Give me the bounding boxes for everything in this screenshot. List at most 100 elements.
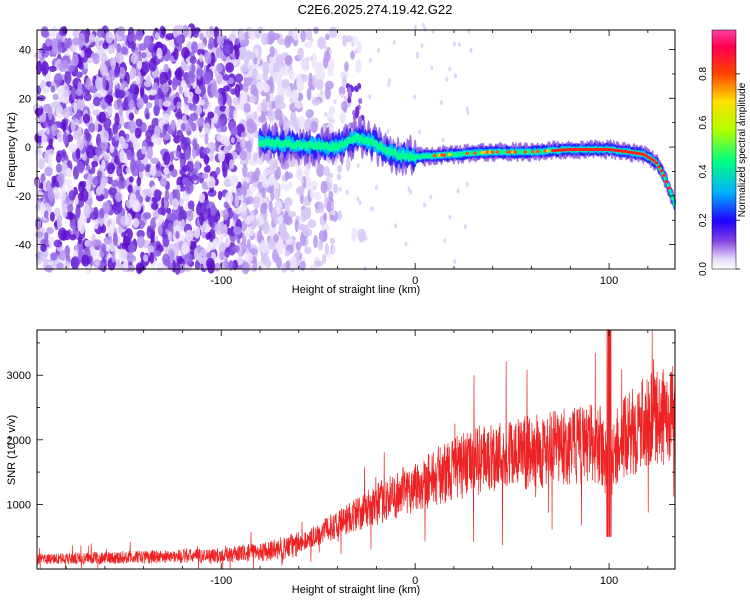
heatmap-noise-cell — [187, 200, 195, 210]
heatmap-noise-cell — [111, 251, 116, 263]
colorbar-tick-label: 0.0 — [698, 262, 709, 276]
heatmap-noise-cell — [36, 85, 42, 95]
heatmap-noise-cell — [127, 254, 137, 263]
heatmap-noise-cell — [288, 181, 293, 189]
heatmap-noise-cell — [44, 166, 53, 177]
heatmap-noise-cell — [136, 60, 142, 70]
heatmap-noise-cell — [315, 78, 324, 91]
heatmap-noise-cell — [268, 76, 274, 87]
spectrogram-heatmap — [32, 22, 676, 275]
heatmap-noise-cell — [90, 247, 98, 260]
colorbar-label: Normalized spectral amplitude — [737, 82, 748, 217]
heatmap-noise-cell — [309, 186, 315, 200]
heatmap-noise-cell — [324, 86, 331, 100]
heatmap-noise-cell — [271, 71, 279, 78]
heatmap-noise-cell — [297, 171, 301, 177]
heatmap-noise-cell — [142, 61, 151, 74]
heatmap-noise-cell — [318, 239, 324, 251]
heatmap-noise-cell — [180, 218, 185, 231]
heatmap-noise-cell — [64, 37, 69, 51]
heatmap-noise-cell — [211, 238, 219, 249]
heatmap-noise-cell — [198, 53, 204, 63]
heatmap-noise-cell — [104, 153, 110, 161]
heatmap-noise-cell — [284, 119, 291, 131]
heatmap-noise-cell — [249, 95, 257, 104]
heatmap-noise-cell — [42, 103, 52, 113]
colorbar-tick-label: 0.6 — [698, 115, 709, 129]
heatmap-noise-cell — [278, 224, 287, 234]
heatmap-noise-cell — [111, 179, 120, 188]
heatmap-noise-cell — [331, 244, 336, 256]
heatmap-noise-cell — [203, 166, 209, 173]
heatmap-noise-cell — [467, 28, 471, 34]
heatmap-noise-cell — [95, 185, 103, 197]
heatmap-noise-cell — [98, 111, 107, 124]
heatmap-noise-cell — [453, 73, 457, 79]
heatmap-noise-cell — [328, 105, 336, 115]
heatmap-noise-cell — [232, 259, 238, 271]
heatmap-noise-cell — [197, 48, 205, 57]
heatmap-noise-cell — [304, 176, 312, 190]
heatmap-noise-cell — [284, 55, 292, 65]
heatmap-noise-cell — [281, 231, 290, 241]
heatmap-noise-cell — [121, 242, 127, 251]
heatmap-noise-cell — [253, 130, 260, 139]
heatmap-peak-cell — [546, 149, 550, 153]
heatmap-noise-cell — [268, 200, 273, 214]
heatmap-noise-cell — [241, 211, 248, 220]
heatmap-noise-cell — [61, 60, 70, 70]
heatmap-noise-cell — [242, 163, 248, 178]
heatmap-noise-cell — [188, 103, 198, 111]
heatmap-noise-cell — [49, 211, 55, 222]
heatmap-noise-cell — [216, 63, 223, 73]
heatmap-noise-cell — [167, 222, 174, 232]
colorbar-tick-label: 0.8 — [698, 67, 709, 81]
heatmap-noise-cell — [357, 229, 361, 235]
heatmap-noise-cell — [240, 64, 249, 73]
heatmap-noise-cell — [128, 176, 134, 183]
heatmap-noise-cell — [143, 80, 152, 88]
heatmap-noise-cell — [116, 43, 122, 53]
heatmap-noise-cell — [114, 192, 122, 203]
heatmap-noise-cell — [199, 131, 205, 139]
heatmap-noise-cell — [456, 188, 460, 194]
heatmap-noise-cell — [337, 210, 343, 221]
heatmap-noise-cell — [286, 35, 294, 44]
heatmap-noise-cell — [120, 46, 128, 55]
heatmap-peak-cell — [432, 153, 437, 158]
heatmap-noise-cell — [302, 224, 310, 237]
heatmap-noise-cell — [106, 162, 115, 175]
heatmap-peak-cell — [657, 165, 661, 169]
heatmap-noise-cell — [207, 111, 215, 119]
heatmap-noise-cell — [116, 201, 123, 214]
heatmap-noise-cell — [128, 243, 136, 253]
heatmap-noise-cell — [91, 165, 96, 175]
heatmap-noise-cell — [247, 51, 257, 60]
heatmap-noise-cell — [289, 255, 297, 269]
heatmap-noise-cell — [170, 168, 178, 178]
heatmap-noise-cell — [206, 176, 216, 189]
heatmap-noise-cell — [368, 57, 372, 63]
heatmap-noise-cell — [129, 193, 137, 207]
colorbar-gradient — [711, 29, 737, 270]
heatmap-noise-cell — [100, 140, 109, 151]
heatmap-signal-cell — [346, 86, 351, 93]
heatmap-noise-cell — [176, 101, 182, 110]
heatmap-noise-cell — [55, 163, 62, 174]
heatmap-noise-cell — [209, 52, 216, 64]
heatmap-peak-cell — [604, 147, 608, 152]
heatmap-noise-cell — [35, 216, 42, 231]
snr-x-label: Height of straight line (km) — [292, 584, 420, 596]
heatmap-noise-cell — [235, 187, 244, 197]
heatmap-noise-cell — [313, 234, 318, 249]
heatmap-noise-cell — [374, 184, 378, 190]
heatmap-noise-cell — [228, 159, 235, 170]
heatmap-noise-cell — [333, 98, 337, 104]
heatmap-noise-cell — [156, 47, 163, 60]
heatmap-noise-cell — [194, 88, 202, 95]
heatmap-noise-cell — [136, 235, 145, 249]
heatmap-signal-cell — [352, 120, 357, 127]
heatmap-noise-cell — [165, 33, 175, 40]
heatmap-noise-cell — [322, 253, 327, 265]
